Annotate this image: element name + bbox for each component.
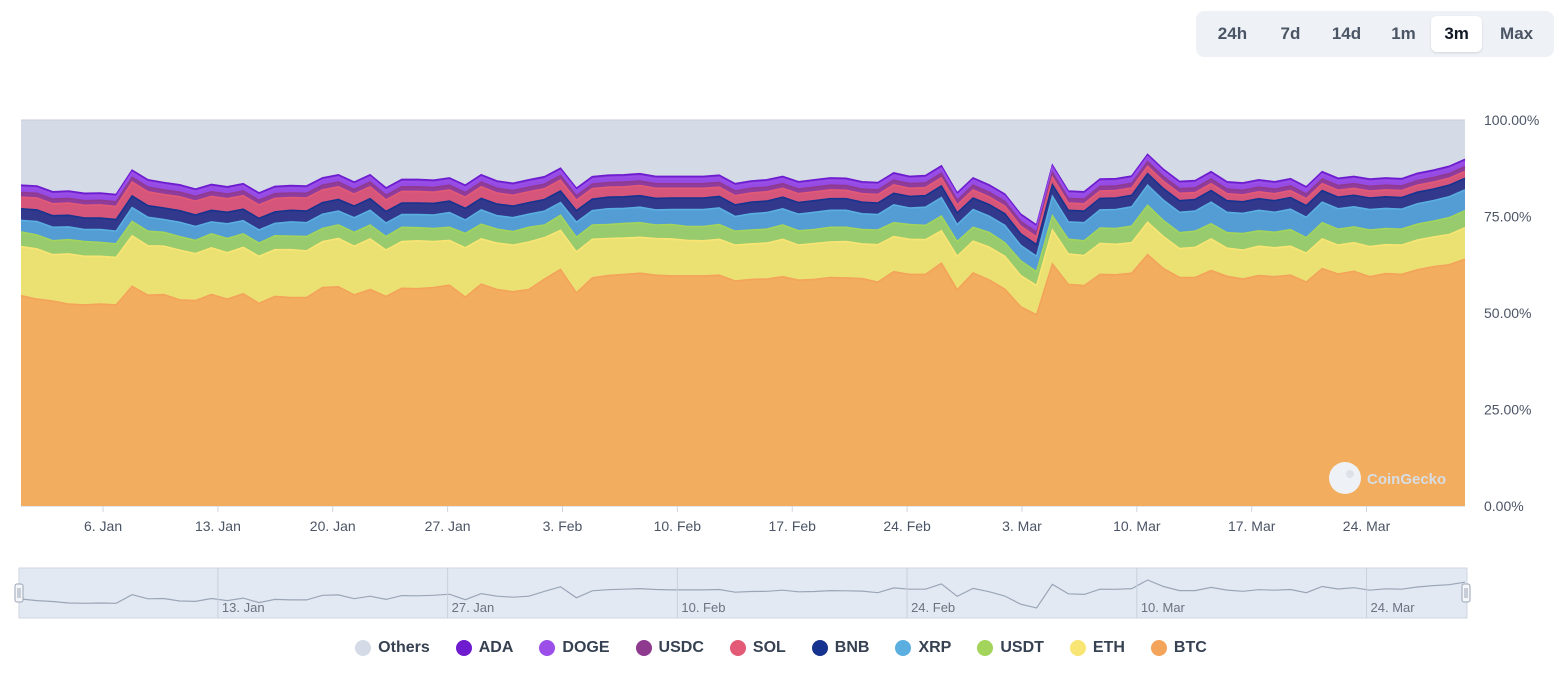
x-tick-label: 10. Feb: [654, 518, 702, 534]
navigator-handle-left[interactable]: [14, 583, 24, 603]
y-tick-label: 25.00%: [1484, 402, 1531, 418]
navigator-tick-label: 10. Mar: [1141, 600, 1186, 615]
x-tick-label: 27. Jan: [425, 518, 471, 534]
legend-label: BNB: [834, 639, 870, 656]
legend-item-others[interactable]: Others: [355, 639, 430, 657]
legend-label: XRP: [918, 639, 952, 656]
y-tick-label: 0.00%: [1484, 498, 1524, 514]
range-button-3m[interactable]: 3m: [1431, 16, 1483, 52]
legend-label: ADA: [478, 639, 514, 656]
legend-color-dot: [455, 640, 472, 656]
legend-item-eth[interactable]: ETH: [1069, 639, 1125, 657]
legend-item-usdt[interactable]: USDT: [977, 639, 1044, 657]
series-line-usdc: [20, 160, 1466, 234]
gecko-logo-icon: [1329, 462, 1361, 494]
y-tick-label: 100.00%: [1484, 112, 1539, 128]
legend-label: ETH: [1092, 639, 1125, 656]
legend-color-dot: [977, 640, 994, 656]
legend-color-dot: [1150, 640, 1167, 656]
gecko-eye-icon: [1346, 470, 1354, 478]
series-line-doge: [20, 155, 1466, 229]
navigator-tick-label: 10. Feb: [681, 600, 725, 615]
navigator-tick-label: 27. Jan: [452, 600, 495, 615]
series-line-xrp: [20, 183, 1466, 258]
legend-label: DOGE: [562, 639, 610, 656]
y-tick-label: 75.00%: [1484, 209, 1531, 225]
range-button-7d[interactable]: 7d: [1280, 24, 1301, 43]
navigator-window[interactable]: [18, 567, 1468, 619]
legend-item-sol[interactable]: SOL: [729, 639, 786, 657]
legend-item-btc[interactable]: BTC: [1150, 639, 1207, 657]
legend-item-doge[interactable]: DOGE: [539, 639, 610, 657]
x-tick-label: 6. Jan: [84, 518, 122, 534]
legend-label: USDC: [658, 639, 704, 656]
navigator-tick-label: 24. Mar: [1371, 600, 1416, 615]
series-line-eth: [20, 221, 1466, 287]
legend-color-dot: [635, 640, 652, 656]
legend-color-dot: [355, 640, 372, 656]
navigator-series-line: [20, 579, 1466, 609]
series-area-btc: [21, 254, 1465, 506]
series-line-usdt: [20, 204, 1466, 273]
x-tick-label: 24. Feb: [883, 518, 931, 534]
legend-label: Others: [378, 639, 430, 656]
x-tick-label: 17. Mar: [1228, 518, 1276, 534]
legend-item-bnb[interactable]: BNB: [811, 639, 870, 657]
navigator-tick-label: 24. Feb: [911, 600, 955, 615]
range-button-max[interactable]: Max: [1500, 24, 1534, 43]
y-tick-label: 50.00%: [1484, 305, 1531, 321]
series-line-bnb: [20, 172, 1466, 246]
range-button-1m[interactable]: 1m: [1391, 24, 1416, 43]
time-range-selector: 24h 7d 14d 1m 3m Max: [1196, 11, 1554, 57]
navigator-handle-left-box[interactable]: [14, 583, 24, 603]
legend-item-ada[interactable]: ADA: [455, 639, 514, 657]
navigator-handle-right[interactable]: [1461, 583, 1471, 603]
navigator-handle-right-box[interactable]: [1461, 583, 1471, 603]
coingecko-watermark: CoinGecko: [1329, 462, 1446, 494]
x-tick-label: 10. Mar: [1113, 518, 1161, 534]
legend-color-dot: [539, 640, 556, 656]
legend-color-dot: [1069, 640, 1086, 656]
chart-legend: Others ADA DOGE USDC SOL BNB XRP USDT ETH BTC: [0, 632, 1562, 664]
x-tick-label: 24. Mar: [1343, 518, 1391, 534]
legend-item-xrp[interactable]: XRP: [895, 639, 951, 657]
legend-label: USDT: [1000, 639, 1044, 656]
range-button-24h[interactable]: 24h: [1217, 24, 1248, 43]
legend-color-dot: [895, 640, 912, 656]
range-button-14d[interactable]: 14d: [1331, 24, 1362, 43]
market-dominance-chart: 100.00% 75.00% 50.00% 25.00% 0.00% 6. Jan 13. …: [14, 112, 1539, 619]
x-tick-label: 3. Feb: [543, 518, 583, 534]
series-line-sol: [20, 165, 1466, 239]
navigator-tick-label: 13. Jan: [222, 600, 265, 615]
legend-color-dot: [811, 640, 828, 656]
legend-color-dot: [729, 640, 746, 656]
watermark-text: CoinGecko: [1367, 471, 1446, 488]
series-line-btc: [20, 253, 1466, 317]
legend-label: BTC: [1173, 639, 1207, 656]
legend-item-usdc[interactable]: USDC: [635, 639, 704, 657]
x-tick-label: 13. Jan: [195, 518, 241, 534]
legend-label: SOL: [752, 639, 786, 656]
series-line-ada: [20, 153, 1466, 227]
x-tick-label: 20. Jan: [310, 518, 356, 534]
x-tick-label: 17. Feb: [768, 518, 816, 534]
x-tick-label: 3. Mar: [1002, 518, 1042, 534]
